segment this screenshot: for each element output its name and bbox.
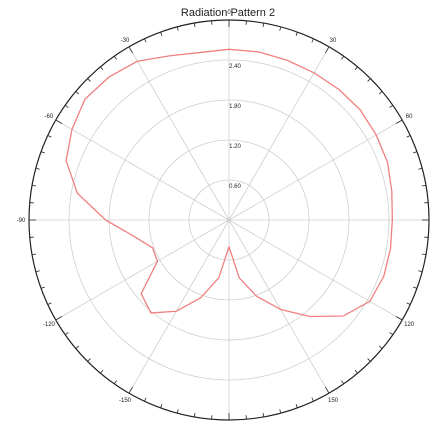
angle-minor-tick bbox=[177, 409, 178, 413]
angle-minor-tick bbox=[36, 168, 40, 169]
angle-major-tick bbox=[396, 317, 402, 321]
angle-minor-tick bbox=[312, 39, 314, 43]
angle-minor-tick bbox=[144, 398, 146, 402]
angle-minor-tick bbox=[65, 332, 68, 334]
angle-minor-tick bbox=[368, 359, 371, 362]
angle-minor-tick bbox=[296, 32, 297, 36]
angle-minor-tick bbox=[114, 56, 116, 59]
angle-tick-label: 120 bbox=[404, 322, 415, 328]
radial-labels: 0.60 1.20 1.80 2.40 bbox=[229, 64, 241, 190]
angle-minor-tick bbox=[48, 303, 52, 305]
angle-minor-tick bbox=[76, 346, 79, 349]
angle-minor-tick bbox=[422, 185, 426, 186]
angle-minor-tick bbox=[368, 79, 371, 82]
angle-minor-tick bbox=[296, 404, 297, 408]
angle-minor-tick bbox=[161, 404, 162, 408]
angle-minor-tick bbox=[355, 67, 358, 70]
angle-major-tick bbox=[129, 387, 133, 393]
angle-tick-label: -30 bbox=[121, 38, 130, 44]
radial-tick-label: 2.40 bbox=[229, 64, 241, 70]
angle-minor-tick bbox=[65, 105, 68, 107]
angle-tick-label: 150 bbox=[328, 398, 339, 404]
angle-minor-tick bbox=[390, 105, 393, 107]
angle-minor-tick bbox=[88, 79, 91, 82]
angle-major-tick bbox=[326, 387, 330, 393]
angle-minor-tick bbox=[194, 413, 195, 417]
angle-minor-tick bbox=[379, 91, 382, 94]
angle-minor-tick bbox=[32, 254, 36, 255]
angle-major-tick bbox=[129, 47, 133, 53]
angle-minor-tick bbox=[390, 332, 393, 334]
radial-tick-label: 0.60 bbox=[229, 184, 241, 190]
angle-minor-tick bbox=[263, 413, 264, 417]
angle-minor-tick bbox=[48, 135, 52, 137]
angle-minor-tick bbox=[76, 91, 79, 94]
angle-minor-tick bbox=[41, 152, 45, 153]
angle-major-tick bbox=[326, 47, 330, 53]
angle-minor-tick bbox=[144, 39, 146, 43]
angle-minor-tick bbox=[88, 359, 91, 362]
angle-tick-label: -150 bbox=[119, 398, 132, 404]
polar-grid-spoke bbox=[229, 220, 329, 393]
angle-minor-tick bbox=[177, 27, 178, 31]
angle-tick-label: 60 bbox=[406, 114, 413, 120]
angle-minor-tick bbox=[36, 271, 40, 272]
angle-tick-label: 30 bbox=[330, 38, 337, 44]
polar-grid-spoke bbox=[56, 120, 229, 220]
angle-minor-tick bbox=[379, 346, 382, 349]
angle-minor-tick bbox=[355, 370, 358, 373]
polar-grid-spoke bbox=[129, 47, 229, 220]
angle-minor-tick bbox=[413, 152, 417, 153]
polar-grid-spoke bbox=[129, 220, 229, 393]
radial-tick-label: 1.80 bbox=[229, 104, 241, 110]
angle-minor-tick bbox=[407, 135, 411, 137]
angle-minor-tick bbox=[422, 254, 426, 255]
angle-tick-label: -60 bbox=[45, 114, 54, 120]
angle-minor-tick bbox=[280, 409, 281, 413]
angle-tick-label: -90 bbox=[17, 218, 26, 224]
angle-minor-tick bbox=[100, 370, 103, 373]
angle-minor-tick bbox=[263, 23, 264, 27]
angle-minor-tick bbox=[114, 381, 116, 384]
angle-minor-tick bbox=[194, 23, 195, 27]
angle-minor-tick bbox=[418, 168, 422, 169]
angle-minor-tick bbox=[280, 27, 281, 31]
angle-minor-tick bbox=[41, 287, 45, 288]
angle-major-tick bbox=[56, 317, 62, 321]
angle-minor-tick bbox=[418, 271, 422, 272]
angle-minor-tick bbox=[413, 287, 417, 288]
angle-minor-tick bbox=[407, 303, 411, 305]
angle-tick-label: -120 bbox=[43, 322, 56, 328]
angle-minor-tick bbox=[161, 32, 162, 36]
angle-minor-tick bbox=[341, 381, 343, 384]
polar-grid-spoke bbox=[229, 220, 402, 320]
angle-minor-tick bbox=[100, 67, 103, 70]
radial-tick-label: 1.20 bbox=[229, 144, 241, 150]
angle-minor-tick bbox=[341, 56, 343, 59]
angle-major-tick bbox=[56, 120, 62, 124]
angle-minor-tick bbox=[32, 185, 36, 186]
angle-minor-tick bbox=[312, 398, 314, 402]
polar-grid-spoke bbox=[56, 220, 229, 320]
angle-major-tick bbox=[396, 120, 402, 124]
